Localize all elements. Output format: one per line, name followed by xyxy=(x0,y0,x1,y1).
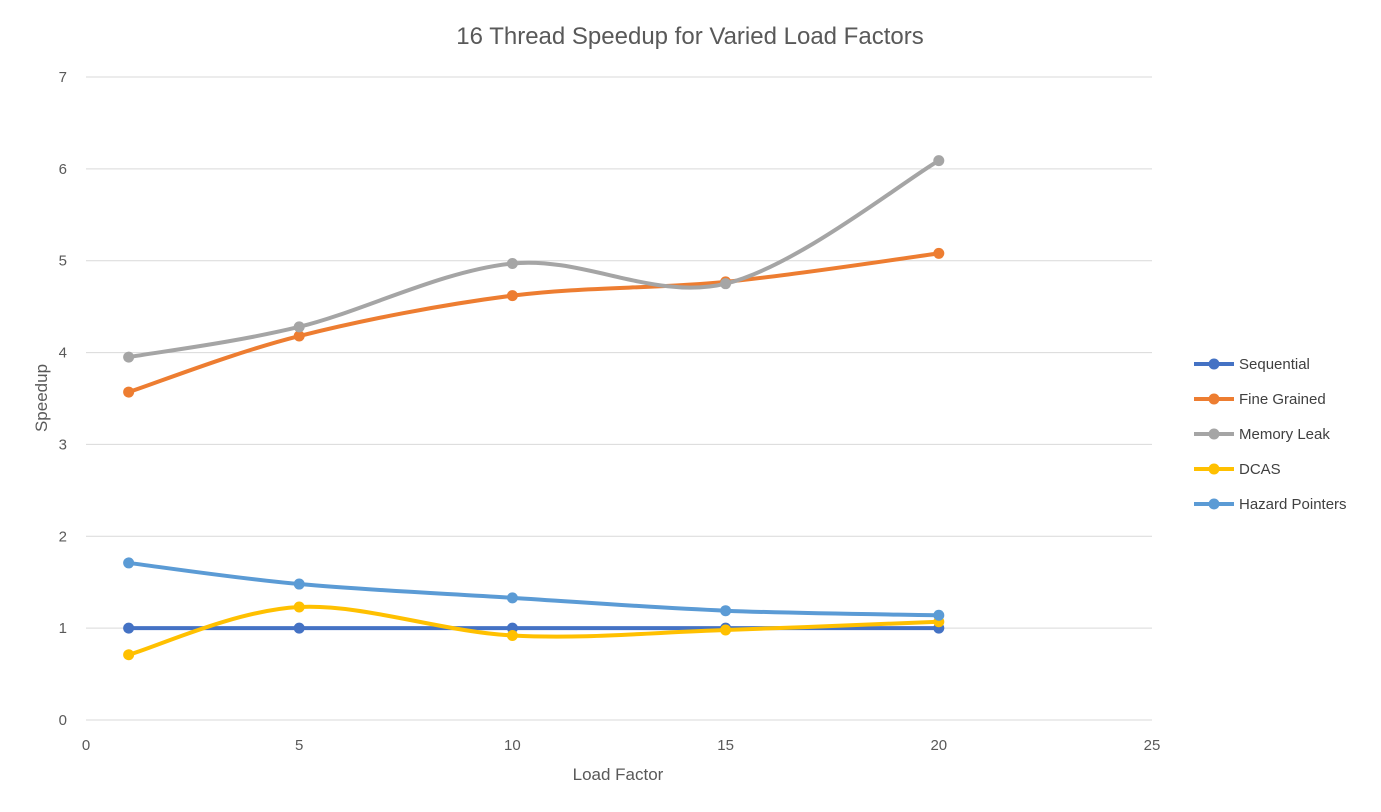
y-tick-label: 7 xyxy=(59,69,67,86)
series-line-fine-grained xyxy=(126,251,941,395)
data-point-memory-leak xyxy=(720,278,732,290)
y-tick-label: 1 xyxy=(59,620,67,637)
chart-title: 16 Thread Speedup for Varied Load Factor… xyxy=(456,23,923,50)
y-tick-label: 5 xyxy=(59,253,67,270)
data-point-fine-grained xyxy=(933,247,945,259)
x-tick-label: 5 xyxy=(295,737,303,754)
y-tick-label: 6 xyxy=(59,161,67,178)
y-axis-label: Speedup xyxy=(32,364,51,432)
legend: Sequential Fine Grained Memory Leak DCAS Haz… xyxy=(1194,356,1347,513)
legend-item-hazard-pointers: Hazard Pointers xyxy=(1194,496,1347,513)
x-tick-label: 0 xyxy=(82,737,90,754)
data-point-memory-leak xyxy=(506,257,518,269)
data-point-hazard-pointers xyxy=(293,578,305,590)
legend-swatch-marker xyxy=(1208,463,1220,475)
axis-ticks: 0 1 2 3 4 5 6 7 0 5 10 15 20 25 xyxy=(59,69,1161,754)
x-tick-label: 10 xyxy=(504,737,521,754)
data-point-hazard-pointers xyxy=(506,592,518,604)
legend-swatch-marker xyxy=(1208,393,1220,405)
data-point-sequential xyxy=(293,622,305,634)
legend-label: Memory Leak xyxy=(1239,426,1330,443)
legend-label: Sequential xyxy=(1239,356,1310,373)
series-memory-leak xyxy=(123,155,945,363)
legend-label: Fine Grained xyxy=(1239,391,1326,408)
data-point-fine-grained xyxy=(506,290,518,302)
data-point-fine-grained xyxy=(293,330,305,342)
legend-label: DCAS xyxy=(1239,461,1281,478)
series-hazard-pointers xyxy=(123,557,945,621)
y-tick-label: 0 xyxy=(59,712,67,729)
legend-swatch-marker xyxy=(1208,358,1220,370)
series-dcas xyxy=(123,601,945,661)
x-tick-label: 15 xyxy=(717,737,734,754)
legend-item-memory-leak: Memory Leak xyxy=(1194,426,1330,443)
series-fine-grained xyxy=(123,247,945,398)
y-tick-label: 4 xyxy=(59,345,67,362)
y-tick-label: 3 xyxy=(59,436,67,453)
legend-item-sequential: Sequential xyxy=(1194,356,1310,373)
data-point-fine-grained xyxy=(123,386,135,398)
data-point-dcas xyxy=(720,624,732,636)
data-point-hazard-pointers xyxy=(720,605,732,617)
data-point-memory-leak xyxy=(933,155,945,167)
data-point-dcas xyxy=(506,629,518,641)
data-point-dcas xyxy=(123,649,135,661)
x-tick-label: 25 xyxy=(1144,737,1161,754)
x-axis-label: Load Factor xyxy=(573,765,664,784)
legend-swatch-marker xyxy=(1208,428,1220,440)
legend-label: Hazard Pointers xyxy=(1239,496,1347,513)
gridlines xyxy=(86,76,1152,721)
data-point-memory-leak xyxy=(293,321,305,333)
data-point-sequential xyxy=(123,622,135,634)
y-tick-label: 2 xyxy=(59,528,67,545)
series-lines xyxy=(123,155,945,661)
legend-item-dcas: DCAS xyxy=(1194,461,1281,478)
data-point-hazard-pointers xyxy=(933,609,945,621)
data-point-hazard-pointers xyxy=(123,557,135,569)
series-line-hazard-pointers xyxy=(126,560,941,618)
legend-item-fine-grained: Fine Grained xyxy=(1194,391,1326,408)
series-line-memory-leak xyxy=(126,158,941,360)
x-tick-label: 20 xyxy=(930,737,947,754)
data-point-dcas xyxy=(293,601,305,613)
legend-swatch-marker xyxy=(1208,498,1220,510)
data-point-memory-leak xyxy=(123,351,135,363)
